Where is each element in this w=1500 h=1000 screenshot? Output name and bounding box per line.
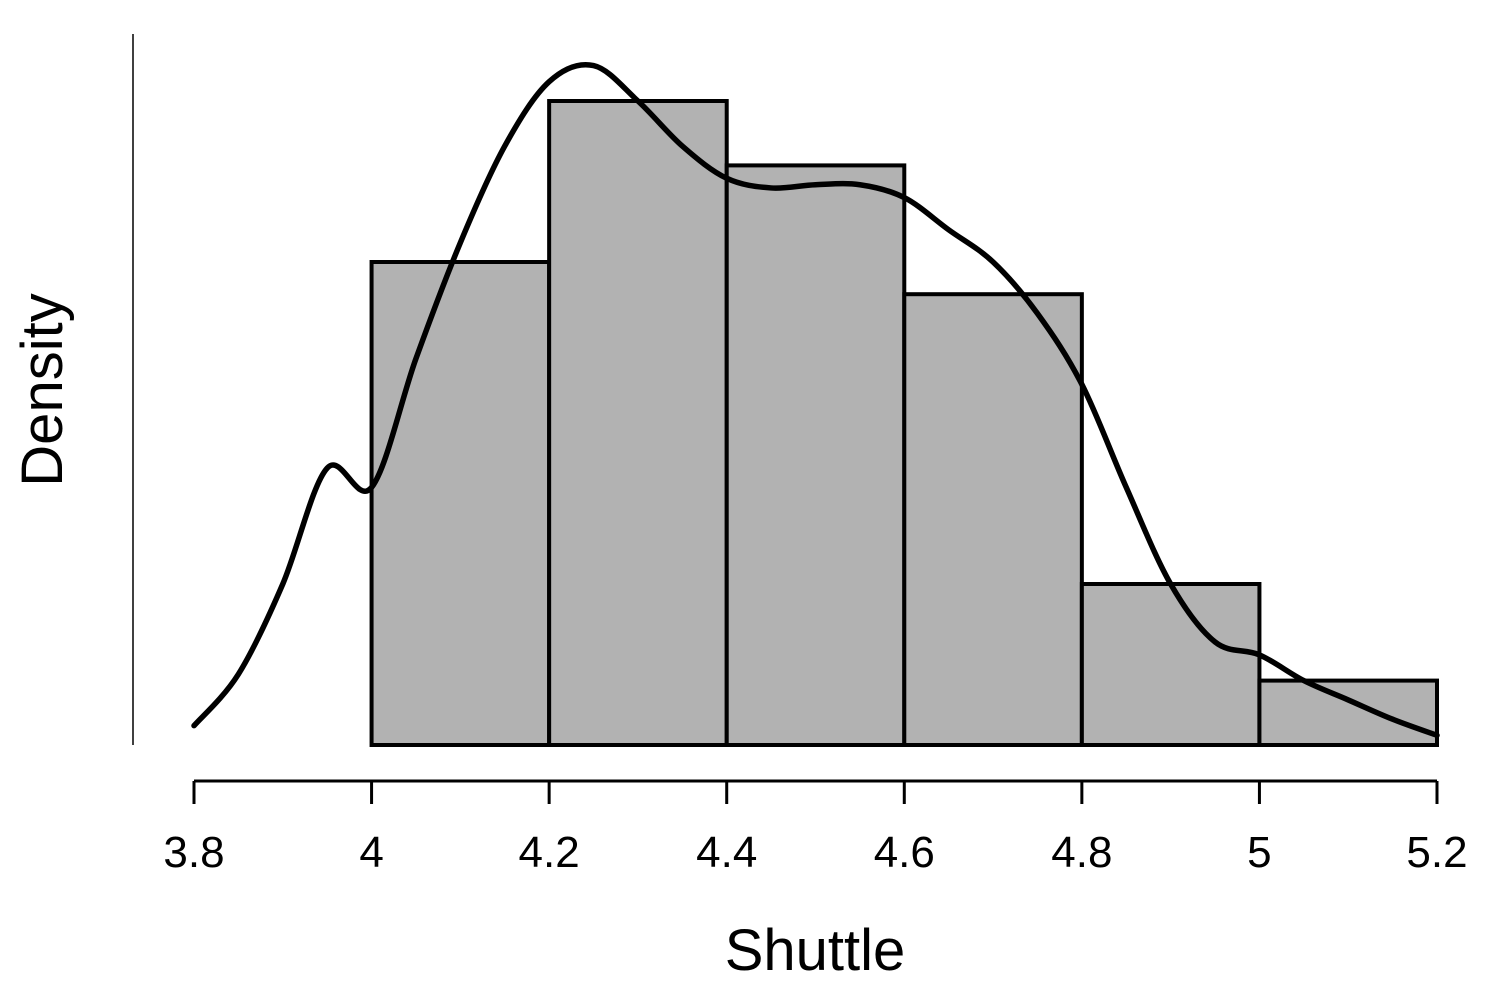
x-tick-label: 4 [359,828,383,877]
density-curve [191,62,1440,739]
x-axis-title: Shuttle [725,918,906,983]
histogram-bars [369,99,1440,747]
x-tick-label: 4.2 [519,828,580,877]
x-tick-label: 5.2 [1406,828,1467,877]
x-tick-label: 4.8 [1051,828,1112,877]
x-tick-label: 4.4 [696,828,757,877]
histogram-bar [724,163,907,747]
histogram-bar [369,260,552,747]
x-axis-ticks: 3.8 4 4.2 4.4 4.6 4.8 5 5.2 [163,781,1468,877]
x-tick-label: 4.6 [874,828,935,877]
histogram-bar [1079,582,1262,747]
x-tick-label: 5 [1247,828,1271,877]
histogram-bar [1257,678,1440,747]
histogram-bar [547,99,729,747]
histogram-bar [902,292,1084,747]
y-axis-title: Density [10,293,75,486]
x-tick-label: 3.8 [163,828,224,877]
